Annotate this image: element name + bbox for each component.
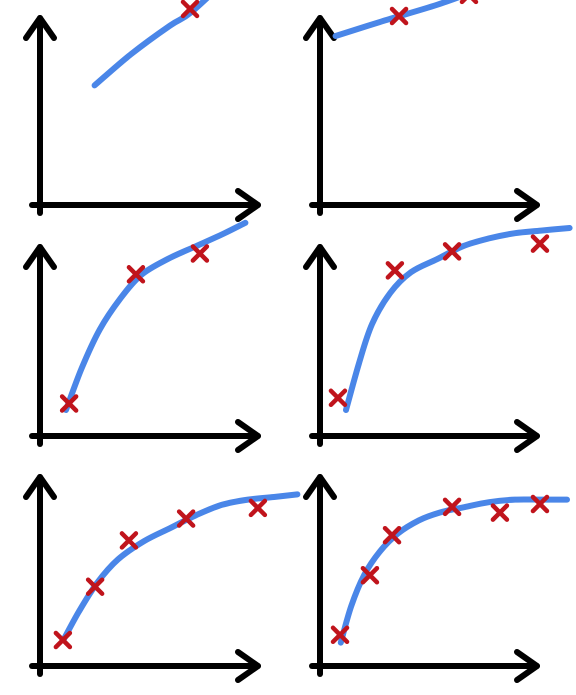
plot-panel-4	[303, 225, 573, 453]
y-axis-arrowhead	[23, 244, 57, 270]
data-point-1	[59, 394, 79, 413]
x-axis-arrowhead	[514, 419, 540, 453]
data-point-3	[119, 531, 139, 550]
axes	[23, 15, 261, 222]
data-point-stroke	[190, 244, 210, 263]
fit-curve	[63, 219, 249, 413]
data-point-stroke	[330, 625, 350, 645]
data-point-stroke	[385, 261, 405, 280]
data-point-2	[360, 566, 380, 585]
data-point-stroke	[530, 234, 550, 253]
data-point-stroke	[382, 525, 402, 545]
fit-curve	[60, 491, 301, 643]
y-axis-arrowhead	[303, 15, 337, 41]
data-point-1	[330, 625, 350, 645]
data-point-stroke	[530, 494, 550, 514]
data-point-stroke	[126, 265, 146, 284]
data-point-stroke	[442, 497, 462, 517]
data-point-4	[176, 509, 196, 528]
data-point-5	[490, 503, 510, 522]
data-point-1	[328, 388, 348, 408]
fit-curve	[332, 0, 460, 39]
data-point-stroke	[389, 6, 409, 26]
data-point-3	[382, 525, 402, 545]
data-point-1	[53, 630, 73, 650]
plot-panel-3	[23, 219, 261, 453]
axes	[303, 244, 540, 453]
data-point-stroke	[490, 503, 510, 522]
axes	[23, 244, 261, 453]
plot-panel-2	[303, 0, 540, 222]
data-point-4	[530, 234, 550, 253]
y-axis-arrowhead	[23, 474, 57, 500]
data-point-6	[530, 494, 550, 514]
data-point-3	[442, 242, 462, 261]
x-axis-arrowhead	[235, 649, 261, 683]
fit-curve	[343, 225, 573, 413]
axes	[303, 15, 540, 222]
x-axis-arrowhead	[514, 649, 540, 683]
data-point-stroke	[53, 630, 73, 650]
y-axis-arrowhead	[303, 244, 337, 270]
x-axis-arrowhead	[235, 419, 261, 453]
plot-panel-1	[23, 0, 261, 222]
data-point-stroke	[119, 531, 139, 550]
data-point-2	[459, 0, 479, 5]
data-point-stroke	[248, 498, 268, 518]
data-point-5	[248, 498, 268, 518]
data-point-2	[85, 577, 105, 596]
data-point-2	[126, 265, 146, 284]
x-axis-arrowhead	[235, 188, 261, 222]
data-point-3	[190, 244, 210, 263]
data-point-stroke	[360, 566, 380, 585]
data-point-2	[385, 261, 405, 280]
data-point-stroke	[180, 0, 200, 19]
fit-curve	[337, 496, 570, 646]
fit-curve	[91, 0, 210, 89]
data-point-4	[442, 497, 462, 517]
axes	[23, 474, 261, 683]
data-point-stroke	[442, 242, 462, 261]
data-point-stroke	[176, 509, 196, 528]
data-point-stroke	[328, 388, 348, 408]
plot-panel-5	[23, 474, 301, 683]
x-axis-arrowhead	[514, 188, 540, 222]
data-point-1	[389, 6, 409, 26]
y-axis-arrowhead	[23, 15, 57, 41]
data-point-1	[180, 0, 200, 19]
axes	[303, 474, 540, 683]
y-axis-arrowhead	[303, 474, 337, 500]
plot-panel-6	[303, 474, 570, 683]
data-point-stroke	[85, 577, 105, 596]
data-point-stroke	[59, 394, 79, 413]
